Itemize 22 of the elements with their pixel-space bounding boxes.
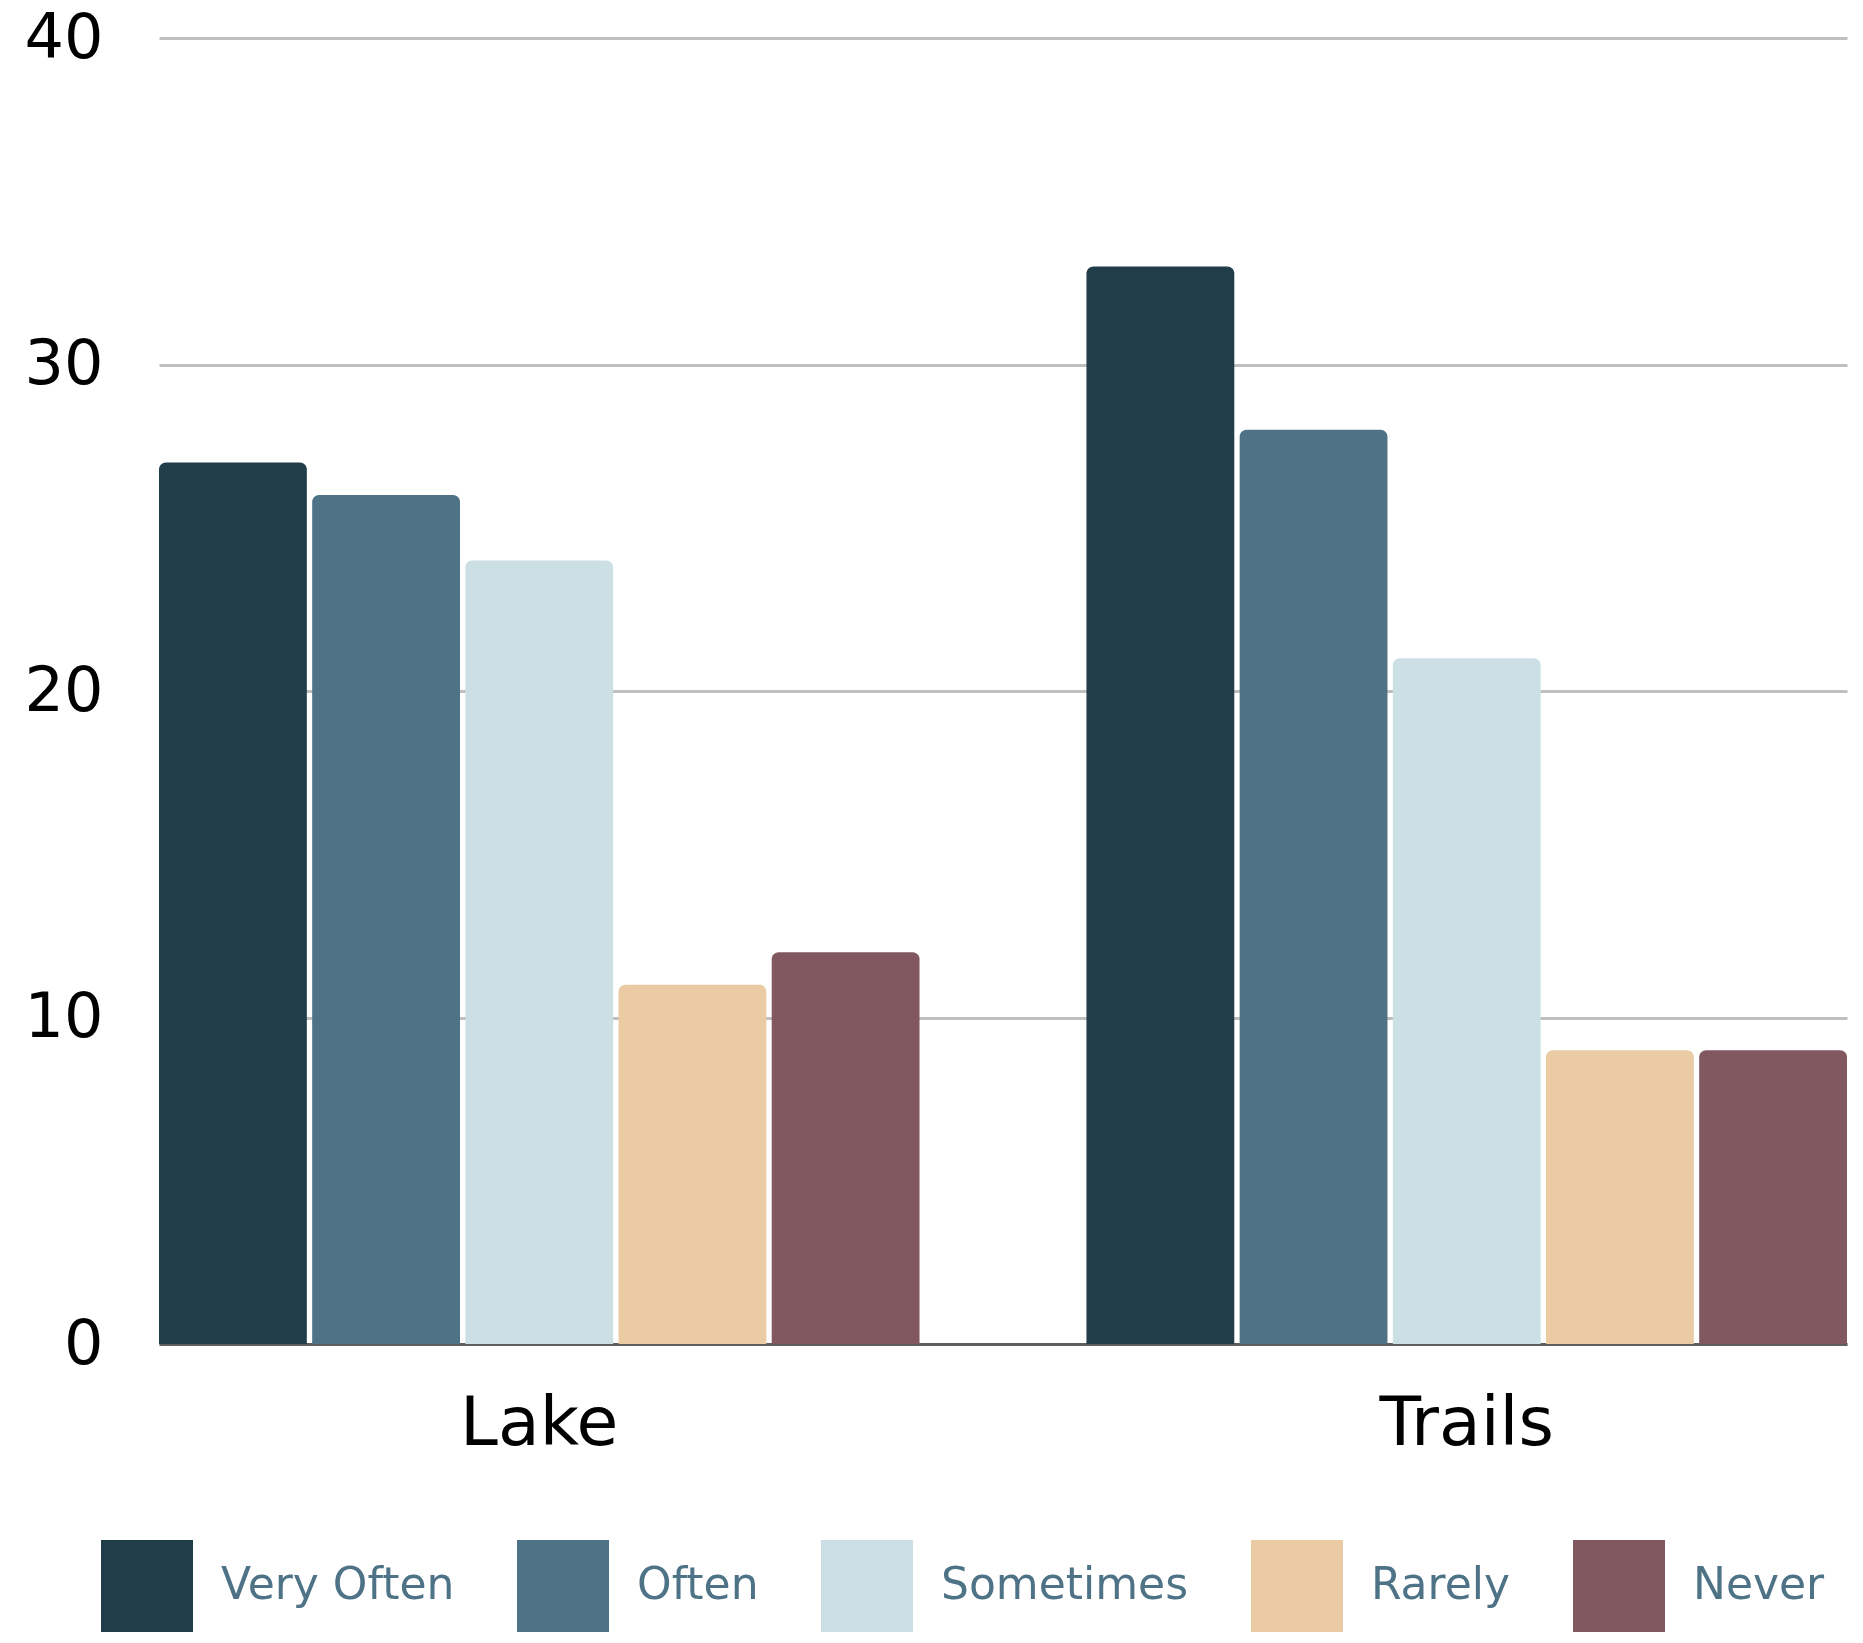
legend-label: Often	[637, 1558, 759, 1609]
y-tick-label: 40	[24, 0, 104, 73]
bar	[312, 495, 460, 1344]
legend-label: Sometimes	[941, 1558, 1189, 1609]
y-tick-label: 20	[24, 652, 104, 726]
y-tick-label: 30	[24, 326, 104, 399]
legend-label: Very Often	[221, 1558, 455, 1609]
bar	[465, 560, 614, 1344]
y-tick-label: 0	[64, 1305, 104, 1379]
x-tick-label: Trails	[1378, 1381, 1554, 1461]
bar	[1546, 1050, 1694, 1344]
bar	[771, 952, 920, 1344]
bar	[1086, 266, 1235, 1344]
x-tick-label: Lake	[460, 1381, 619, 1461]
bar	[618, 984, 767, 1344]
bar	[159, 462, 307, 1344]
bar	[1699, 1050, 1847, 1344]
bar	[1239, 429, 1388, 1344]
legend-label: Never	[1693, 1558, 1826, 1609]
bar	[1392, 658, 1541, 1344]
y-tick-label: 10	[24, 979, 104, 1052]
legend-label: Rarely	[1371, 1558, 1511, 1609]
